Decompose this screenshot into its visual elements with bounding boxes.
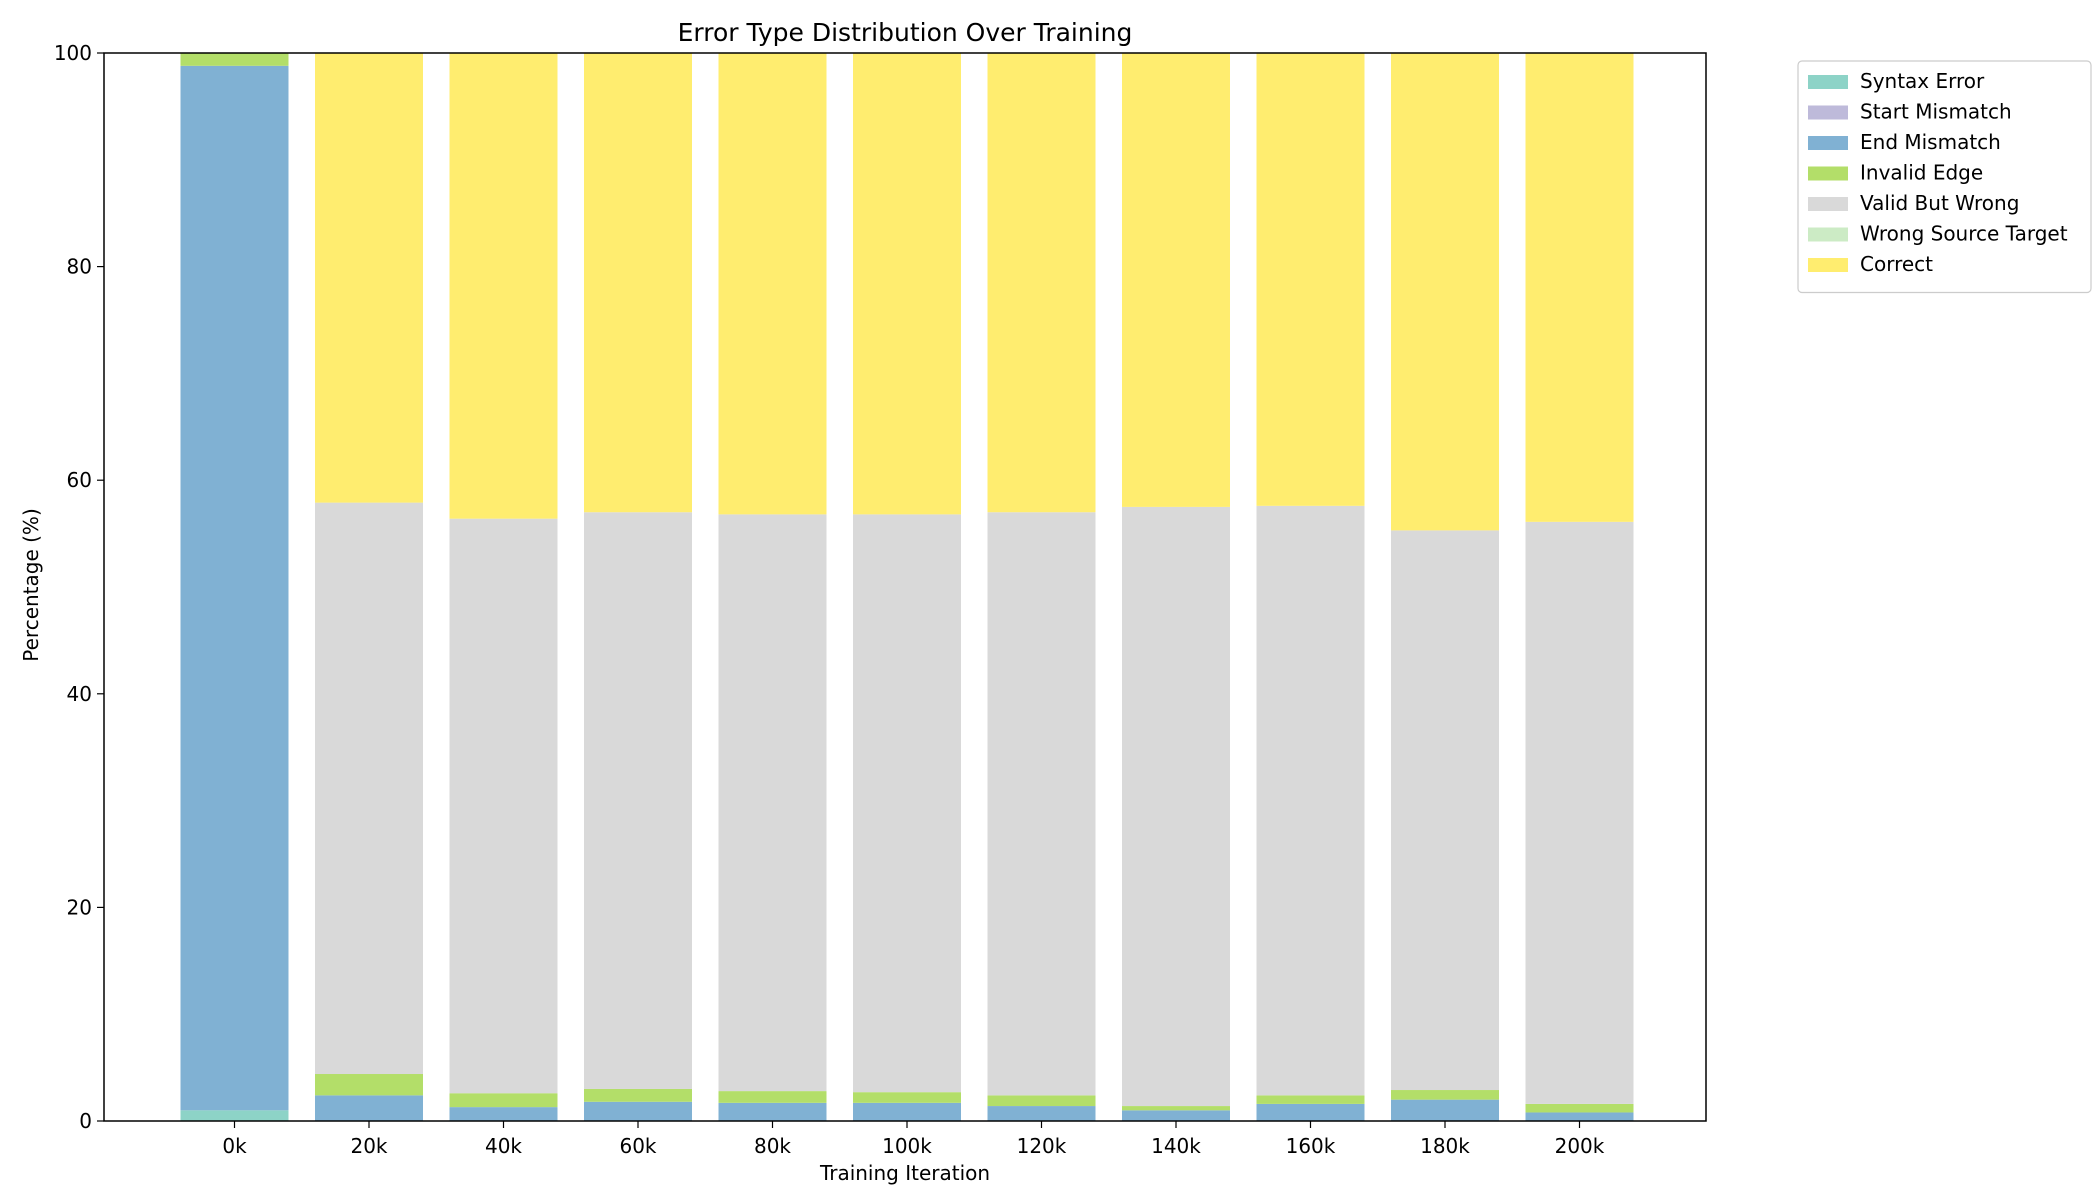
legend-item-correct[interactable]: Correct [1808,252,1933,276]
legend[interactable]: Syntax Error Start Mismatch End Mismatch In… [1797,60,2092,294]
bar-segment-end-mismatch-20k [315,1095,423,1121]
legend-swatch [1808,105,1848,120]
legend-item-valid-but-wrong[interactable]: Valid But Wrong [1808,191,2019,215]
legend-label: Start Mismatch [1860,100,2012,124]
legend-swatch [1808,75,1848,89]
y-tick-label: 60 [67,468,92,492]
bar-segment-end-mismatch-0k [180,65,289,1111]
x-axis-label: Training Iteration [819,1161,990,1185]
legend-label: End Mismatch [1860,130,2001,154]
legend-item-start-mismatch[interactable]: Start Mismatch [1808,100,2012,124]
legend-label: Syntax Error [1860,69,1985,93]
bar-segment-correct-20k [315,53,423,503]
bar-segment-invalid-edge-0k [180,53,289,66]
bar-segment-correct-120k [987,53,1096,513]
bar-segment-end-mismatch-120k [987,1106,1096,1121]
legend-swatch [1808,197,1848,211]
bar-segment-valid-but-wrong-160k [1256,505,1365,1096]
bar-segment-end-mismatch-80k [718,1102,827,1121]
x-tick-label: 140k [1151,1134,1201,1158]
bar-segment-invalid-edge-200k [1525,1103,1634,1113]
legend-label: Invalid Edge [1860,161,1983,185]
x-tick-label: 160k [1286,1134,1336,1158]
bar-segment-invalid-edge-60k [584,1088,692,1102]
x-axis: 0k 20k 40k 60k 80k 100k 120k 140k 160k 180k 200k [222,1121,1605,1158]
bar-segment-valid-but-wrong-60k [584,512,692,1089]
bar-segment-invalid-edge-180k [1391,1090,1499,1100]
bar-segment-valid-but-wrong-40k [449,518,558,1094]
bar-segment-correct-100k [853,53,961,515]
chart-title: Error Type Distribution Over Training [678,18,1133,47]
x-tick-label: 120k [1017,1134,1067,1158]
bar-segment-valid-but-wrong-180k [1391,530,1499,1091]
bar-segment-end-mismatch-60k [584,1101,692,1121]
bar-segment-correct-200k [1525,53,1634,522]
y-tick-label: 40 [67,682,92,706]
bar-segment-invalid-edge-160k [1256,1095,1365,1104]
y-tick-label: 80 [67,255,92,279]
bar-segment-end-mismatch-180k [1391,1099,1499,1121]
x-tick-label: 40k [485,1134,522,1158]
bar-segment-end-mismatch-140k [1122,1110,1230,1121]
bar-segment-correct-160k [1256,53,1365,506]
bars-layer [180,53,1634,1121]
legend-label: Valid But Wrong [1860,191,2019,215]
bar-segment-invalid-edge-140k [1122,1106,1230,1111]
legend-item-syntax-error[interactable]: Syntax Error [1808,69,1985,93]
y-tick-label: 20 [67,895,92,919]
bar-segment-correct-140k [1122,53,1230,507]
x-tick-label: 80k [754,1134,791,1158]
bar-segment-invalid-edge-20k [315,1074,423,1096]
bar-segment-end-mismatch-40k [449,1107,558,1121]
y-axis-label: Percentage (%) [19,508,43,661]
bar-segment-valid-but-wrong-140k [1122,506,1230,1107]
x-tick-label: 100k [882,1134,932,1158]
legend-label: Correct [1860,252,1933,276]
bar-segment-valid-but-wrong-80k [718,514,827,1092]
legend-swatch [1808,166,1848,181]
legend-swatch [1808,258,1848,272]
bar-segment-end-mismatch-100k [853,1102,961,1121]
y-tick-label: 0 [79,1109,92,1133]
y-tick-label: 100 [54,41,92,65]
x-tick-label: 180k [1420,1134,1470,1158]
x-tick-label: 60k [619,1134,656,1158]
bar-segment-invalid-edge-80k [718,1091,827,1103]
legend-swatch [1808,227,1848,242]
y-axis: 0 20 40 60 80 100 [54,41,104,1133]
bar-segment-correct-40k [449,53,558,519]
bar-segment-invalid-edge-40k [449,1093,558,1108]
legend-box [1797,60,2092,294]
x-tick-label: 20k [350,1134,387,1158]
bar-segment-correct-180k [1391,53,1499,531]
plot-frame [103,52,1707,1122]
bar-segment-valid-but-wrong-120k [987,512,1096,1096]
bar-segment-correct-80k [718,53,827,515]
bar-segment-invalid-edge-100k [853,1092,961,1103]
bar-segment-end-mismatch-200k [1525,1112,1634,1121]
bar-segment-syntax-error-0k [180,1110,289,1121]
bar-segment-invalid-edge-120k [987,1095,1096,1107]
legend-item-invalid-edge[interactable]: Invalid Edge [1808,161,1983,185]
bar-segment-correct-60k [584,53,692,513]
legend-item-end-mismatch[interactable]: End Mismatch [1808,130,2001,154]
x-tick-label: 200k [1555,1134,1605,1158]
legend-swatch [1808,136,1848,150]
bar-segment-valid-but-wrong-100k [853,514,961,1093]
bar-segment-end-mismatch-160k [1256,1103,1365,1121]
legend-item-wrong-source-target[interactable]: Wrong Source Target [1808,222,2068,246]
x-tick-label: 0k [222,1134,247,1158]
bar-segment-valid-but-wrong-20k [315,502,423,1075]
bar-segment-valid-but-wrong-200k [1525,521,1634,1104]
legend-label: Wrong Source Target [1860,222,2068,246]
